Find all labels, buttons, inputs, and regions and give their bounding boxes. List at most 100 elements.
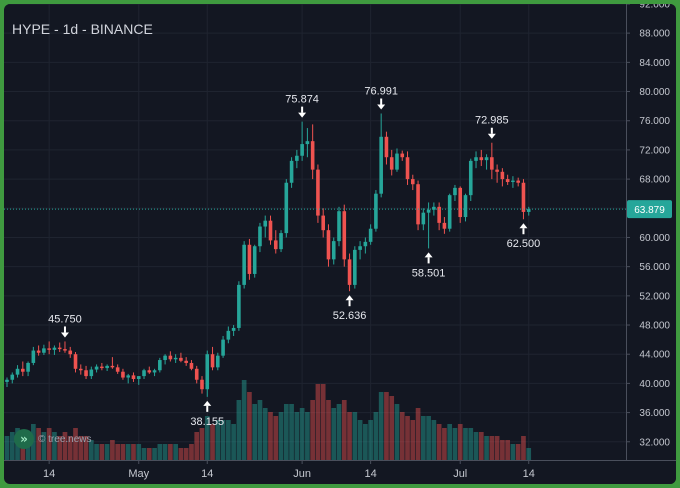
x-tick-label: May	[128, 468, 149, 480]
volume-bar	[468, 428, 474, 460]
candle-body	[31, 350, 36, 363]
volume-bar	[162, 444, 168, 460]
volume-bar	[352, 412, 358, 460]
candle-body	[495, 169, 499, 172]
candle-body	[437, 206, 441, 223]
y-tick-label: 76.000	[639, 116, 670, 127]
volume-bar	[73, 428, 78, 460]
candle-body	[258, 226, 262, 247]
candle-body	[36, 350, 41, 353]
candle-body	[374, 193, 378, 229]
volume-bar	[194, 432, 200, 460]
tree-news-logo-icon: »	[14, 429, 34, 449]
volume-bar	[305, 412, 310, 460]
candle-body	[52, 347, 57, 350]
candle-body	[194, 368, 199, 380]
volume-bar	[204, 416, 210, 460]
volume-bar	[136, 444, 142, 460]
candle-body	[284, 182, 289, 234]
volume-bar	[294, 412, 300, 460]
candle-body	[321, 215, 325, 231]
volume-bar	[94, 444, 99, 460]
volume-bar	[220, 420, 226, 460]
x-tick-label: 14	[365, 468, 377, 480]
volume-bar	[141, 448, 147, 460]
volume-bar	[99, 444, 105, 460]
candle-body	[384, 136, 389, 158]
volume-bar	[478, 432, 484, 460]
volume-bar	[104, 444, 110, 460]
candle-body	[168, 355, 173, 360]
candle-body	[295, 155, 299, 161]
candle-body	[500, 171, 505, 180]
volume-bar	[257, 400, 263, 460]
volume-bar	[178, 448, 184, 460]
candle-body	[458, 187, 463, 218]
annotation-arrow-icon	[487, 133, 496, 139]
x-tick-label: 14	[43, 468, 55, 480]
candle-body	[474, 157, 478, 161]
candle-body	[463, 195, 468, 218]
volume-bar	[268, 412, 273, 460]
candle-body	[121, 371, 125, 378]
candle-body	[100, 366, 104, 369]
candle-body	[363, 241, 368, 247]
volume-bar	[463, 428, 468, 460]
annotation-label: 75.874	[285, 94, 319, 106]
candle-body	[331, 241, 336, 260]
annotations: 45.750 38.155 75.874 52.636 76.991 58.501 72.9…	[48, 86, 540, 428]
candle-body	[15, 368, 20, 375]
y-tick-label: 68.000	[639, 175, 670, 186]
volume-bar	[378, 392, 384, 460]
y-axis: 92.000 88.000 84.000 80.000 76.000 72.000 68.0…	[626, 4, 676, 484]
annotation-arrow-icon	[424, 252, 433, 258]
annotation-label: 76.991	[364, 86, 398, 98]
candle-body	[73, 354, 78, 369]
annotation-label: 72.985	[475, 115, 509, 127]
candle-body	[221, 339, 225, 356]
candle-body	[200, 379, 204, 390]
volume-bar	[420, 416, 426, 460]
candle-body	[426, 209, 431, 213]
volume-bar	[273, 416, 279, 460]
candle-body	[163, 355, 167, 361]
candle-body	[189, 362, 194, 369]
volume-bar	[505, 440, 510, 460]
last-price-badge	[627, 200, 672, 219]
volume-bar	[278, 412, 284, 460]
volume-bar	[262, 408, 268, 460]
volume-bar	[452, 428, 458, 460]
candle-body	[57, 347, 62, 350]
candle-body	[305, 141, 310, 145]
annotation-arrow-icon	[519, 223, 528, 229]
volume-bar	[9, 432, 15, 460]
volume-bar	[320, 384, 326, 460]
candle-body	[94, 366, 99, 370]
y-tick-label: 40.000	[639, 379, 670, 390]
volume-bar	[88, 440, 94, 460]
volume-bar	[183, 448, 189, 460]
y-tick-label: 88.000	[639, 29, 670, 40]
candle-body	[468, 160, 473, 196]
volume-bar	[152, 448, 157, 460]
y-axis-panel	[626, 4, 676, 484]
volume-bar	[415, 408, 421, 460]
candle-body	[173, 357, 178, 360]
volume-bar	[215, 420, 221, 460]
grid-lines	[4, 4, 626, 460]
volume-bar	[457, 424, 463, 460]
candle-body	[310, 141, 315, 170]
volume-bar	[526, 448, 532, 460]
volume-bar	[4, 436, 10, 460]
candle-body	[136, 376, 141, 380]
volume-bar	[173, 444, 178, 460]
candle-body	[179, 357, 183, 361]
candle-body	[300, 144, 304, 156]
annotation-label: 38.155	[190, 416, 224, 428]
volume-bar	[241, 380, 247, 460]
candle-body	[105, 365, 109, 369]
candle-body	[10, 374, 15, 380]
volume-bar	[373, 412, 379, 460]
candle-body	[395, 153, 399, 170]
volume-bar	[289, 404, 294, 460]
